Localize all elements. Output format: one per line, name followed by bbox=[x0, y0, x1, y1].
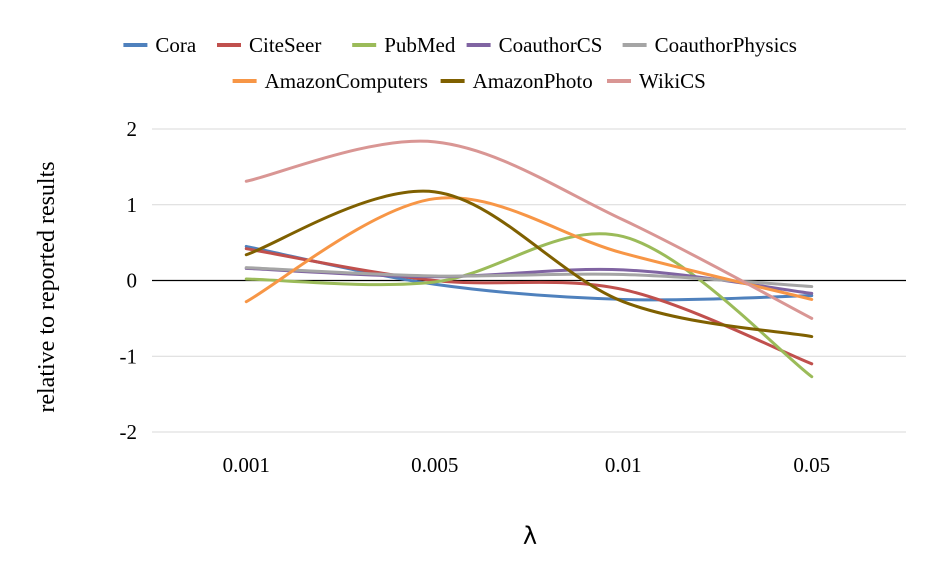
series-line-amazoncomputers bbox=[244, 196, 814, 304]
x-tick-label: 0.05 bbox=[793, 453, 830, 477]
x-tick-label: 0.01 bbox=[605, 453, 642, 477]
y-axis-ticks: 2 1 0 -1 -2 bbox=[120, 117, 138, 444]
legend-label: WikiCS bbox=[639, 69, 706, 93]
legend-item-coauthorcs: CoauthorCS bbox=[466, 33, 603, 57]
series-line-pubmed bbox=[244, 232, 814, 379]
x-axis-ticks: 0.001 0.005 0.01 0.05 bbox=[223, 453, 831, 477]
x-tick-label: 0.005 bbox=[411, 453, 458, 477]
legend-item-cora: Cora bbox=[123, 33, 197, 57]
legend-item-amazoncomputers: AmazonComputers bbox=[232, 69, 428, 93]
legend-label: CoauthorCS bbox=[499, 33, 603, 57]
legend-label: CoauthorPhysics bbox=[655, 33, 797, 57]
series-line-wikics bbox=[244, 139, 814, 320]
legend-item-citeseer: CiteSeer bbox=[217, 33, 321, 57]
y-tick-label: -1 bbox=[120, 344, 138, 368]
legend-label: AmazonComputers bbox=[265, 69, 428, 93]
series-line-citeseer bbox=[244, 247, 814, 366]
legend-label: CiteSeer bbox=[249, 33, 321, 57]
legend-label: Cora bbox=[155, 33, 197, 57]
legend-item-coauthorphysics: CoauthorPhysics bbox=[622, 33, 797, 57]
legend: Cora CiteSeer PubMed CoauthorCS CoauthorPhys… bbox=[123, 33, 797, 93]
y-tick-label: -2 bbox=[120, 420, 138, 444]
series-layer bbox=[244, 139, 814, 379]
y-tick-label: 2 bbox=[127, 117, 138, 141]
legend-label: PubMed bbox=[384, 33, 456, 57]
legend-label: AmazonPhoto bbox=[473, 69, 593, 93]
y-tick-label: 1 bbox=[127, 193, 138, 217]
x-axis-title: λ bbox=[523, 522, 537, 550]
legend-item-pubmed: PubMed bbox=[352, 33, 456, 57]
series-line-amazonphoto bbox=[244, 189, 814, 339]
y-tick-label: 0 bbox=[127, 269, 138, 293]
legend-item-amazonphoto: AmazonPhoto bbox=[440, 69, 593, 93]
y-axis-title: relative to reported results bbox=[34, 161, 60, 412]
x-tick-label: 0.001 bbox=[223, 453, 270, 477]
legend-item-wikics: WikiCS bbox=[607, 69, 706, 93]
